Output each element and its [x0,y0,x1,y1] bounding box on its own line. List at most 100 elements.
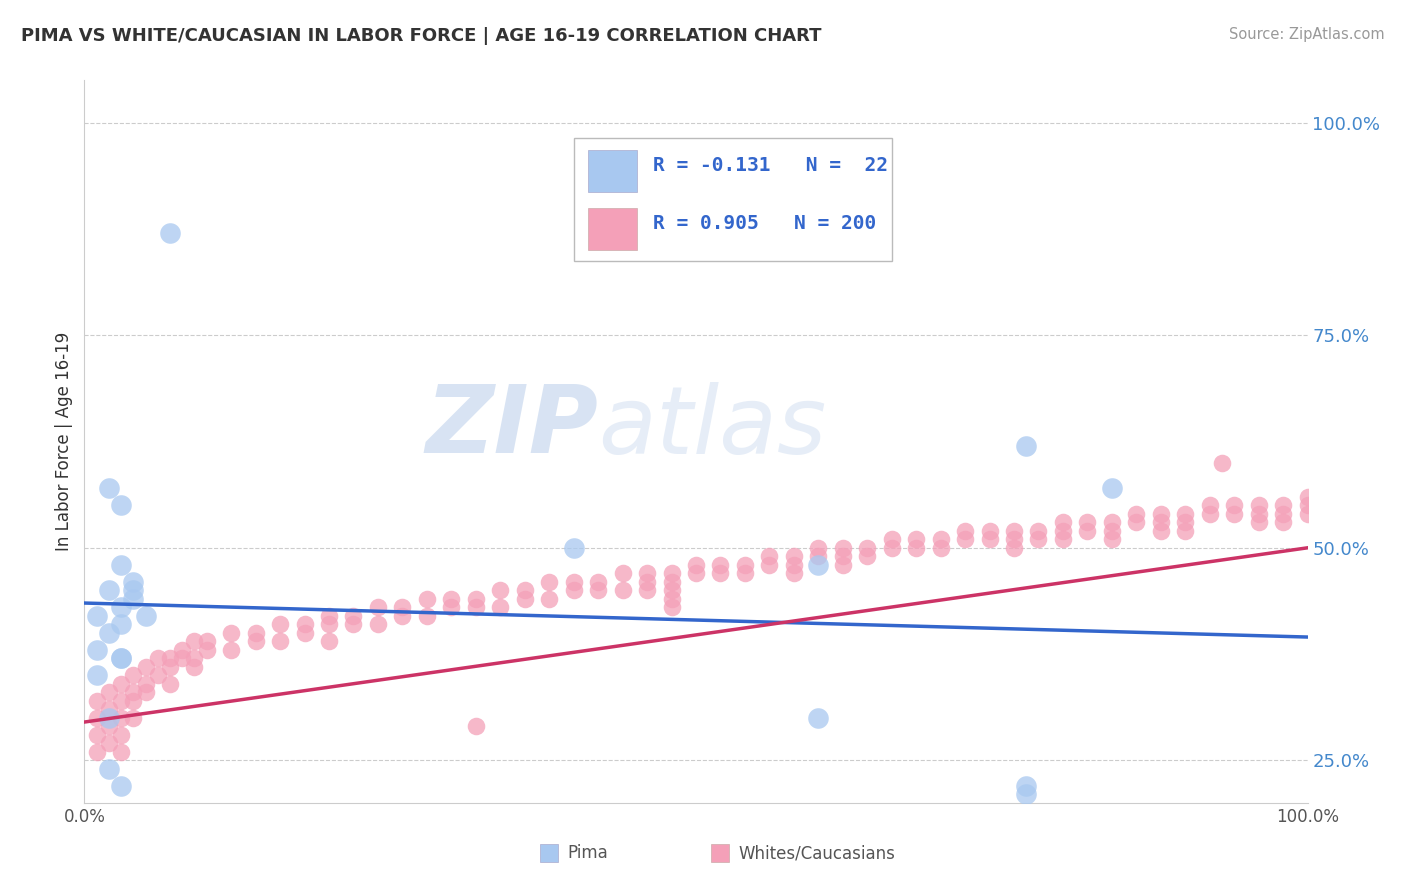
Point [269,634,291,648]
Point [953,524,976,538]
Point [110,745,132,759]
Point [1296,490,1319,504]
Point [172,642,194,657]
Point [440,600,463,615]
Point [245,625,267,640]
Point [1223,498,1246,512]
Point [1223,507,1246,521]
Point [979,524,1001,538]
Point [86,608,108,623]
Point [219,625,242,640]
Point [159,660,181,674]
Point [122,583,145,598]
Point [110,677,132,691]
Point [122,694,145,708]
Point [86,642,108,657]
Point [1101,516,1123,530]
Point [831,549,853,564]
Point [1101,533,1123,547]
Point [1174,516,1197,530]
Point [661,574,683,589]
Point [269,617,291,632]
Point [612,566,634,581]
Point [709,558,731,572]
Point [146,651,169,665]
Point [159,677,181,691]
Point [1052,533,1074,547]
Point [86,728,108,742]
Point [783,566,806,581]
Point [1272,498,1295,512]
Point [318,617,340,632]
Point [135,608,157,623]
Point [135,685,157,699]
Point [367,600,389,615]
Point [464,591,486,606]
Point [97,762,120,776]
Point [1247,516,1270,530]
Point [1247,507,1270,521]
Point [172,651,194,665]
Point [183,634,205,648]
Point [489,583,512,598]
Point [807,558,830,572]
Point [110,498,132,512]
Point [905,533,928,547]
Point [1028,524,1050,538]
Point [86,745,108,759]
Point [97,625,120,640]
Point [1198,507,1220,521]
Point [538,574,561,589]
Point [489,600,512,615]
Point [880,541,903,555]
Point [783,558,806,572]
Point [122,685,145,699]
Point [905,541,928,555]
Point [1028,533,1050,547]
Point [342,608,364,623]
Text: Whites/Caucasians: Whites/Caucasians [738,845,896,863]
Text: Source: ZipAtlas.com: Source: ZipAtlas.com [1229,27,1385,42]
Point [562,583,585,598]
Point [110,558,132,572]
Text: R = 0.905   N = 200: R = 0.905 N = 200 [654,214,876,233]
Point [464,719,486,733]
Point [807,541,830,555]
Point [636,566,658,581]
Point [661,600,683,615]
Point [1015,779,1038,793]
Point [1052,524,1074,538]
Point [1272,516,1295,530]
Point [195,634,218,648]
Point [513,583,536,598]
Point [97,711,120,725]
Point [97,736,120,750]
Point [880,533,903,547]
Point [758,549,780,564]
Point [1015,439,1038,453]
Point [86,711,108,725]
Point [1101,481,1123,495]
Point [110,651,132,665]
Point [97,702,120,716]
Point [1211,456,1233,470]
Point [1101,524,1123,538]
Point [97,583,120,598]
Point [110,694,132,708]
Point [783,549,806,564]
Point [318,634,340,648]
Text: PIMA VS WHITE/CAUCASIAN IN LABOR FORCE | AGE 16-19 CORRELATION CHART: PIMA VS WHITE/CAUCASIAN IN LABOR FORCE |… [21,27,821,45]
Point [97,719,120,733]
Point [1296,498,1319,512]
Point [1198,498,1220,512]
Point [831,558,853,572]
Point [135,677,157,691]
Point [245,634,267,648]
Point [734,566,756,581]
Point [953,533,976,547]
Point [734,558,756,572]
Point [97,481,120,495]
Point [612,583,634,598]
Y-axis label: In Labor Force | Age 16-19: In Labor Force | Age 16-19 [55,332,73,551]
Point [1174,507,1197,521]
